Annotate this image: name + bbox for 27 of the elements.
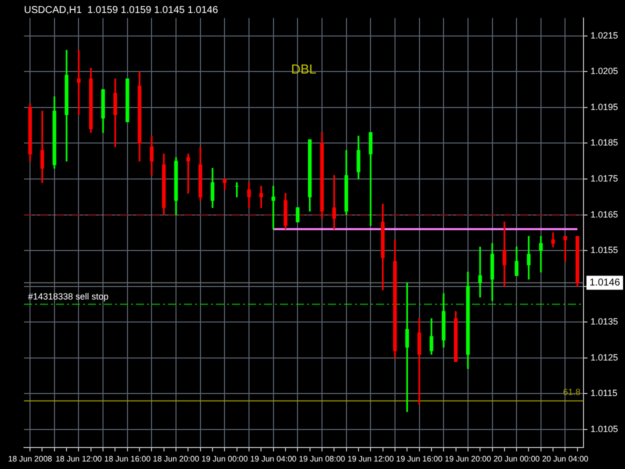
x-tick-label: 19 Jun 16:00	[396, 454, 443, 464]
x-tick-label: 19 Jun 04:00	[250, 454, 298, 464]
x-tick-label: 18 Jun 12:00	[56, 454, 102, 464]
ref-line-label: #14318338 sell stop	[28, 291, 109, 302]
y-tick-label: 1.0205	[590, 66, 618, 76]
x-tick-label: 19 Jun 00:00	[202, 454, 248, 464]
x-tick-label: 19 Jun 20:00	[444, 454, 492, 464]
y-tick-label: 1.0105	[590, 424, 618, 434]
x-tick-label: 19 Jun 08:00	[298, 454, 346, 464]
x-tick-label: 19 Jun 12:00	[347, 454, 394, 464]
ref-line-label: 1.0146	[589, 278, 620, 289]
x-tick-label: 18 Jun 2008	[8, 454, 53, 464]
x-tick-label: 18 Jun 16:00	[104, 454, 152, 464]
y-tick-label: 1.0165	[590, 209, 618, 220]
y-tick-label: 1.0175	[590, 174, 618, 184]
y-tick-label: 1.0215	[590, 30, 618, 40]
y-tick-label: 1.0115	[590, 388, 618, 398]
x-tick-label: 20 Jun 04:00	[542, 454, 589, 464]
x-tick-label: 18 Jun 20:00	[152, 454, 200, 464]
y-tick-label: 1.0195	[590, 102, 618, 112]
y-tick-label: 1.0125	[590, 352, 618, 362]
y-tick-label: 1.0135	[590, 316, 618, 327]
x-tick-label: 20 Jun 00:00	[493, 454, 540, 464]
candlestick	[296, 207, 300, 222]
chart-title: USDCAD,H1 1.0159 1.0159 1.0145 1.0146	[24, 4, 218, 16]
y-tick-label: 1.0155	[590, 245, 618, 256]
y-tick-label: 1.0185	[590, 138, 618, 148]
